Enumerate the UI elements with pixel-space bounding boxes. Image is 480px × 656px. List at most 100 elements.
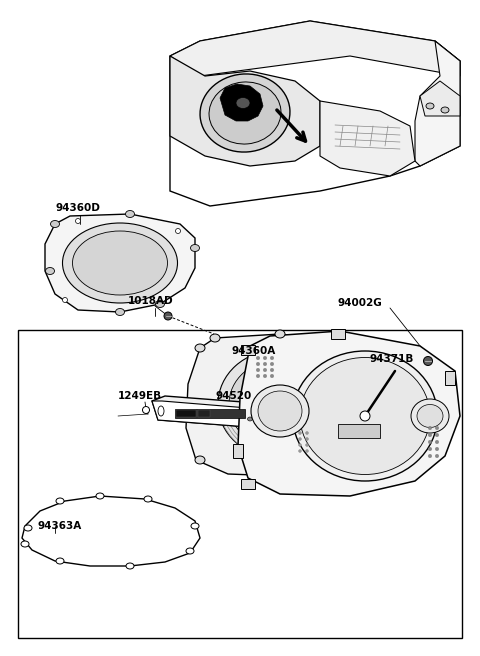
Text: 1018AD: 1018AD [128,296,174,306]
Ellipse shape [330,452,340,460]
Bar [338,424,380,438]
Ellipse shape [435,447,439,451]
Ellipse shape [256,362,260,366]
Ellipse shape [305,438,309,440]
Ellipse shape [186,548,194,554]
Ellipse shape [158,406,164,416]
Ellipse shape [229,360,327,448]
Polygon shape [45,214,195,312]
Ellipse shape [200,74,290,152]
Bar [176,410,196,417]
Ellipse shape [72,231,168,295]
Text: 94520: 94520 [215,391,251,401]
Ellipse shape [209,82,281,144]
Polygon shape [320,101,415,176]
Bar [233,444,243,458]
Ellipse shape [299,438,301,440]
Ellipse shape [275,330,285,338]
Ellipse shape [435,440,439,443]
Ellipse shape [256,356,260,359]
Ellipse shape [270,375,274,378]
Ellipse shape [428,454,432,458]
Ellipse shape [191,523,199,529]
Ellipse shape [263,375,267,378]
Ellipse shape [176,228,180,234]
Ellipse shape [417,405,443,428]
Ellipse shape [428,426,432,430]
Ellipse shape [428,447,432,451]
Ellipse shape [270,362,274,366]
Bar [331,329,345,339]
Ellipse shape [195,344,205,352]
Ellipse shape [263,368,267,372]
Ellipse shape [435,426,439,430]
Ellipse shape [144,496,152,502]
Ellipse shape [56,498,64,504]
Text: 94363A: 94363A [38,521,82,531]
Ellipse shape [305,443,309,447]
Ellipse shape [24,525,32,531]
Ellipse shape [262,417,266,421]
Polygon shape [152,401,295,430]
Ellipse shape [428,433,432,437]
Ellipse shape [116,308,124,316]
Ellipse shape [251,385,309,437]
Ellipse shape [62,223,178,303]
Ellipse shape [426,103,434,109]
Ellipse shape [75,218,81,224]
Ellipse shape [300,358,430,474]
Polygon shape [170,56,320,166]
Ellipse shape [435,454,439,458]
Polygon shape [152,396,300,430]
Ellipse shape [423,356,432,365]
Ellipse shape [96,493,104,499]
Ellipse shape [258,391,302,431]
Ellipse shape [164,312,172,320]
Text: 94360A: 94360A [232,346,276,356]
Bar [241,345,255,355]
Bar [198,410,210,417]
Ellipse shape [256,368,260,372]
Ellipse shape [270,356,274,359]
Bar [445,371,455,385]
Ellipse shape [305,432,309,434]
Polygon shape [170,21,460,76]
Ellipse shape [248,417,252,421]
Bar [18,330,462,638]
Text: 94371B: 94371B [370,354,414,364]
Ellipse shape [62,298,68,302]
Ellipse shape [435,433,439,437]
Ellipse shape [50,220,60,228]
Ellipse shape [263,356,267,359]
Ellipse shape [156,300,165,308]
Ellipse shape [56,558,64,564]
Polygon shape [415,41,460,166]
Ellipse shape [411,399,449,433]
Ellipse shape [191,245,200,251]
Ellipse shape [46,268,55,274]
Ellipse shape [255,417,261,421]
Ellipse shape [218,350,338,458]
Ellipse shape [210,334,220,342]
Ellipse shape [299,432,301,434]
Text: 1249EB: 1249EB [118,391,162,401]
Polygon shape [220,84,263,121]
Bar [175,409,245,418]
Ellipse shape [428,440,432,443]
Ellipse shape [305,449,309,453]
Ellipse shape [360,411,370,421]
Ellipse shape [270,368,274,372]
Ellipse shape [299,449,301,453]
Ellipse shape [441,107,449,113]
Bar [241,479,255,489]
Text: 94360D: 94360D [55,203,100,213]
Ellipse shape [126,563,134,569]
Ellipse shape [195,456,205,464]
Text: 94002G: 94002G [338,298,383,308]
Ellipse shape [256,375,260,378]
Ellipse shape [299,443,301,447]
Polygon shape [170,21,460,206]
Ellipse shape [292,351,437,481]
Polygon shape [186,334,368,476]
Ellipse shape [263,362,267,366]
